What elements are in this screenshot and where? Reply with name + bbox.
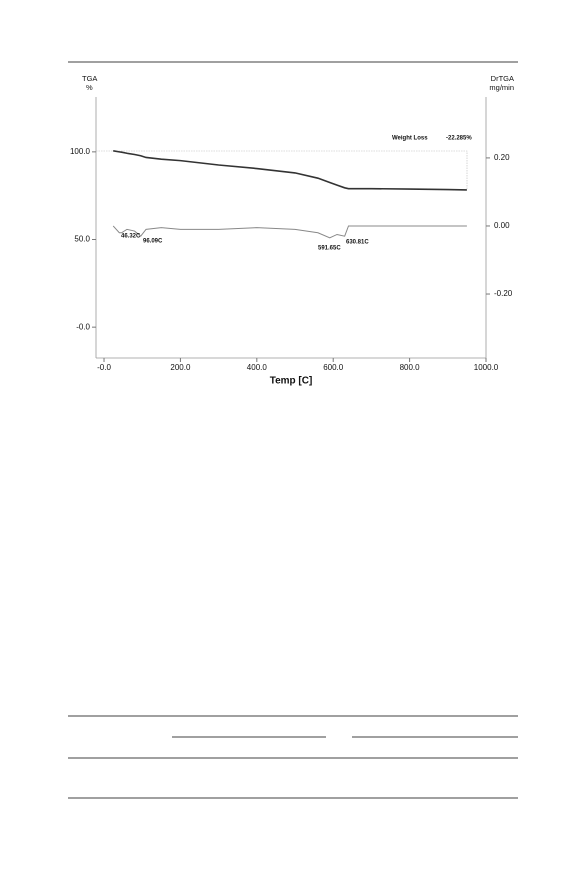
x-tick-label: 200.0 — [170, 363, 191, 372]
weight-loss-bracket — [96, 150, 468, 190]
y2-tick-label: 0.20 — [494, 153, 510, 162]
weight-loss-value: -22.285% — [446, 136, 472, 142]
x-tick-label: -0.0 — [97, 363, 111, 372]
y-axis-title: TGA — [82, 74, 97, 83]
peak-annotation: 96.09C — [143, 239, 163, 245]
y2-axis-unit: mg/min — [489, 83, 514, 92]
series-line — [112, 225, 467, 239]
y-tick-label: 100.0 — [70, 147, 91, 156]
y-axis-unit: % — [86, 83, 93, 92]
peak-annotation: 46.32C — [121, 234, 141, 240]
weight-loss-label: Weight Loss — [392, 136, 428, 142]
y2-tick-label: 0.00 — [494, 221, 510, 230]
tga-chart: -0.0 200.0 400.0 600.0 800.0 1000.0 -0.0 50.0 10… — [70, 74, 514, 387]
peak-annotation: 630.81C — [346, 240, 369, 246]
x-tick-label: 400.0 — [247, 363, 268, 372]
series-line — [113, 150, 467, 191]
y-tick-label: 50.0 — [74, 235, 90, 244]
y-tick-label: -0.0 — [76, 322, 90, 331]
empty-table — [68, 715, 518, 799]
x-tick-label: 1000.0 — [474, 363, 499, 372]
x-tick-label: 600.0 — [323, 363, 344, 372]
y2-tick-label: -0.20 — [494, 289, 513, 298]
y2-axis-title: DrTGA — [491, 74, 514, 83]
peak-annotation: 591.65C — [318, 246, 341, 252]
x-axis-title: Temp [C] — [270, 376, 313, 387]
x-tick-label: 800.0 — [400, 363, 421, 372]
